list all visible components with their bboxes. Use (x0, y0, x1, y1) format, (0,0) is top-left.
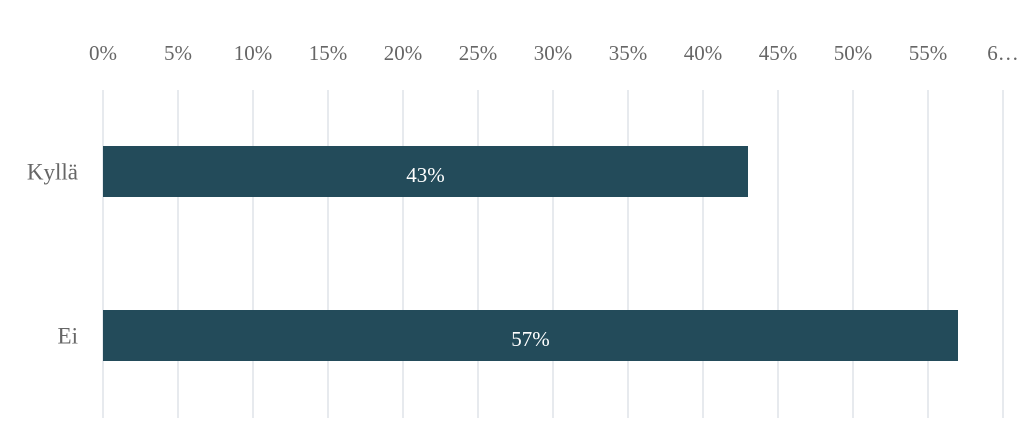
x-tick-label: 45% (759, 41, 798, 65)
y-tick-label: Kyllä (27, 159, 78, 184)
y-tick-label: Ei (58, 323, 78, 348)
bar (103, 146, 748, 197)
x-tick-label: 25% (459, 41, 498, 65)
x-tick-label: 0% (89, 41, 117, 65)
value-label: 43% (406, 163, 445, 187)
x-tick-label: 15% (309, 41, 348, 65)
value-label: 57% (511, 327, 550, 351)
x-tick-label: 35% (609, 41, 648, 65)
x-tick-label: 50% (834, 41, 873, 65)
x-tick-label: 55% (909, 41, 948, 65)
x-tick-label: 6… (987, 41, 1019, 65)
x-tick-label: 10% (234, 41, 273, 65)
x-tick-label: 20% (384, 41, 423, 65)
x-tick-label: 5% (164, 41, 192, 65)
x-tick-label: 30% (534, 41, 573, 65)
x-tick-label: 40% (684, 41, 723, 65)
bar (103, 310, 958, 361)
